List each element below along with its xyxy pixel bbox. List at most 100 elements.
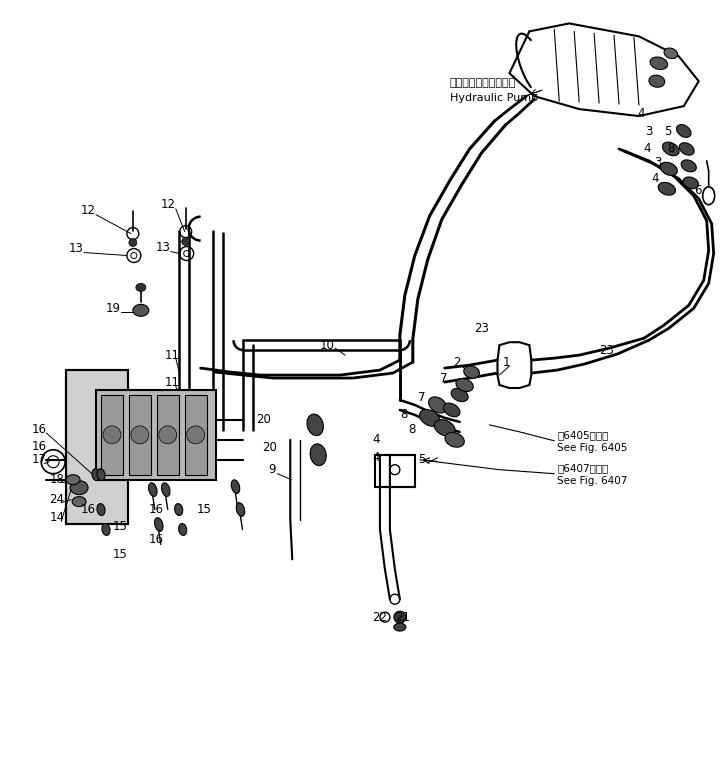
Ellipse shape xyxy=(445,433,464,447)
Text: 13: 13 xyxy=(69,242,84,255)
Ellipse shape xyxy=(683,177,698,189)
Text: 5: 5 xyxy=(664,125,671,137)
Ellipse shape xyxy=(72,496,86,506)
Text: 16: 16 xyxy=(31,441,46,453)
Text: 14: 14 xyxy=(49,511,65,524)
Ellipse shape xyxy=(451,388,468,401)
Text: See Fig. 6405: See Fig. 6405 xyxy=(558,443,628,453)
Text: 10: 10 xyxy=(320,339,335,352)
Text: 4: 4 xyxy=(372,452,379,464)
Circle shape xyxy=(103,426,121,444)
Bar xyxy=(375,455,415,487)
Text: 23: 23 xyxy=(599,343,614,357)
Circle shape xyxy=(186,426,204,444)
Ellipse shape xyxy=(102,524,110,535)
Circle shape xyxy=(159,426,177,444)
Ellipse shape xyxy=(676,125,691,137)
Ellipse shape xyxy=(70,481,88,495)
Bar xyxy=(157,395,178,474)
Circle shape xyxy=(182,238,190,245)
Text: See Fig. 6407: See Fig. 6407 xyxy=(558,476,628,485)
Ellipse shape xyxy=(434,419,455,436)
Text: 5: 5 xyxy=(418,453,425,466)
Ellipse shape xyxy=(178,524,187,535)
Text: 9: 9 xyxy=(268,463,276,476)
Text: ハイドロリックポンプ: ハイドロリックポンプ xyxy=(450,78,516,88)
Ellipse shape xyxy=(420,409,440,426)
Text: 7: 7 xyxy=(439,372,447,385)
Text: 12: 12 xyxy=(161,198,175,211)
Ellipse shape xyxy=(649,75,665,87)
Text: 15: 15 xyxy=(113,548,128,561)
Text: 16: 16 xyxy=(149,503,164,516)
Text: 15: 15 xyxy=(113,520,128,533)
Ellipse shape xyxy=(97,469,105,481)
Bar xyxy=(101,395,123,474)
Ellipse shape xyxy=(307,414,323,436)
Bar xyxy=(66,370,128,524)
Ellipse shape xyxy=(682,160,696,172)
Ellipse shape xyxy=(310,444,326,466)
Text: 11: 11 xyxy=(165,376,180,389)
Bar xyxy=(185,395,207,474)
Text: 17: 17 xyxy=(31,453,46,466)
Text: 2: 2 xyxy=(452,356,460,368)
Text: 4: 4 xyxy=(637,107,645,120)
Text: Hydraulic Pump: Hydraulic Pump xyxy=(450,93,538,103)
Ellipse shape xyxy=(660,162,677,176)
Text: 8: 8 xyxy=(667,143,674,155)
Ellipse shape xyxy=(236,503,245,517)
Text: 15: 15 xyxy=(196,503,212,516)
Bar xyxy=(96,390,215,480)
Ellipse shape xyxy=(154,517,163,532)
Ellipse shape xyxy=(149,483,157,496)
Ellipse shape xyxy=(162,483,170,496)
Text: 20: 20 xyxy=(262,441,277,454)
Text: 3: 3 xyxy=(645,125,652,137)
Ellipse shape xyxy=(92,469,100,481)
Text: 4: 4 xyxy=(372,434,379,446)
Text: 16: 16 xyxy=(31,423,46,437)
Text: 第6405図参照: 第6405図参照 xyxy=(558,430,608,440)
Ellipse shape xyxy=(136,284,146,292)
Text: 22: 22 xyxy=(372,611,387,623)
Text: 1: 1 xyxy=(502,356,510,368)
Text: 16: 16 xyxy=(149,533,164,546)
Text: 3: 3 xyxy=(654,156,661,169)
Text: 20: 20 xyxy=(257,413,271,426)
Ellipse shape xyxy=(464,366,479,378)
Text: 4: 4 xyxy=(643,143,650,155)
Ellipse shape xyxy=(664,48,678,59)
Text: 4: 4 xyxy=(651,172,658,185)
Text: 12: 12 xyxy=(81,204,96,217)
Ellipse shape xyxy=(66,474,80,485)
Text: 24: 24 xyxy=(49,493,65,506)
Text: 16: 16 xyxy=(81,503,96,516)
Text: 8: 8 xyxy=(400,408,407,422)
Bar xyxy=(129,395,151,474)
Text: 19: 19 xyxy=(106,302,121,315)
Text: 21: 21 xyxy=(395,611,410,623)
Text: 18: 18 xyxy=(49,474,64,486)
Text: 6: 6 xyxy=(694,184,701,198)
Ellipse shape xyxy=(428,397,447,413)
Ellipse shape xyxy=(133,304,149,316)
Text: 第6407図参照: 第6407図参照 xyxy=(558,463,608,473)
Text: 11: 11 xyxy=(165,349,180,361)
Text: 23: 23 xyxy=(475,321,489,335)
Text: 8: 8 xyxy=(408,423,415,437)
Circle shape xyxy=(129,238,137,246)
Circle shape xyxy=(394,612,406,623)
Ellipse shape xyxy=(175,503,183,515)
Ellipse shape xyxy=(650,57,668,70)
Text: 7: 7 xyxy=(418,391,426,405)
Ellipse shape xyxy=(679,143,694,155)
Ellipse shape xyxy=(394,623,406,631)
Ellipse shape xyxy=(97,503,105,515)
Ellipse shape xyxy=(456,379,473,391)
Ellipse shape xyxy=(231,480,240,493)
Text: 13: 13 xyxy=(156,241,170,254)
Ellipse shape xyxy=(443,403,460,417)
Circle shape xyxy=(131,426,149,444)
Ellipse shape xyxy=(658,183,676,195)
